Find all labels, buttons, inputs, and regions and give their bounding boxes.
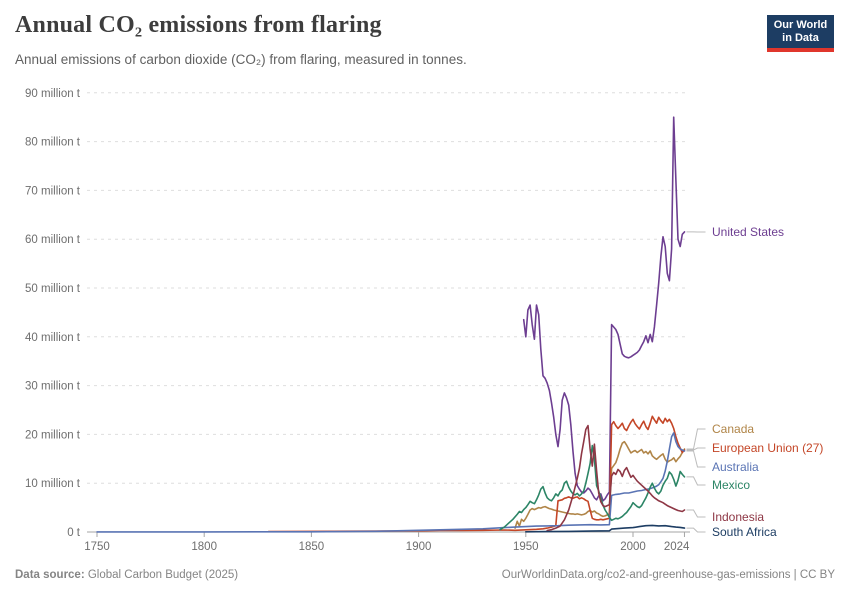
x-axis-label: 1850 (299, 541, 325, 553)
x-axis-label: 1950 (513, 541, 539, 553)
y-axis-label: 90 million t (25, 88, 81, 100)
line-canada[interactable] (514, 440, 686, 529)
y-axis-label: 60 million t (25, 234, 81, 246)
owid-logo: Our World in Data (767, 15, 834, 52)
series-label-canada[interactable]: Canada (712, 422, 754, 436)
label-connector-australia (686, 450, 706, 468)
label-connector-european-union-27 (686, 447, 706, 451)
y-axis-label: 50 million t (25, 283, 81, 295)
line-mexico[interactable] (499, 444, 686, 531)
data-source-label: Data source: (15, 569, 85, 581)
chart-footer: Data source: Global Carbon Budget (2025)… (15, 569, 835, 581)
series-label-mexico[interactable]: Mexico (712, 478, 750, 492)
line-australia[interactable] (96, 432, 686, 533)
y-axis-label: 70 million t (25, 185, 81, 197)
y-axis-label: 10 million t (25, 478, 81, 490)
series-label-european-union-27[interactable]: European Union (27) (712, 441, 823, 455)
x-axis-label: 1750 (84, 541, 110, 553)
y-axis-label: 0 t (67, 527, 81, 539)
data-source: Data source: Global Carbon Budget (2025) (15, 569, 238, 581)
y-axis-label: 30 million t (25, 381, 81, 393)
label-connector-mexico (686, 476, 706, 486)
x-axis-label: 1800 (191, 541, 217, 553)
line-european-union-27[interactable] (267, 415, 686, 533)
label-connector-indonesia (686, 509, 706, 518)
credit-link[interactable]: OurWorldinData.org/co2-and-greenhouse-ga… (501, 569, 835, 581)
series-label-indonesia[interactable]: Indonesia (712, 510, 764, 524)
chart-subtitle: Annual emissions of carbon dioxide (CO₂)… (15, 52, 467, 67)
chart-title: Annual CO₂ emissions from flaring (15, 12, 382, 38)
series-label-australia[interactable]: Australia (712, 460, 759, 474)
line-united-states[interactable] (522, 116, 686, 502)
y-axis-label: 40 million t (25, 332, 81, 344)
series-label-south-africa[interactable]: South Africa (712, 525, 777, 539)
line-indonesia[interactable] (546, 424, 686, 532)
y-axis-label: 80 million t (25, 137, 81, 149)
owid-logo-line2: in Data (782, 31, 819, 44)
x-axis-label: 1900 (406, 541, 432, 553)
line-south-africa[interactable] (524, 524, 686, 533)
label-connector-south-africa (686, 527, 706, 533)
label-connector-canada (686, 428, 706, 450)
series-label-united-states[interactable]: United States (712, 225, 784, 239)
x-axis-label: 2000 (620, 541, 646, 553)
owid-logo-line1: Our World (773, 18, 828, 31)
y-axis-label: 20 million t (25, 429, 81, 441)
data-source-text: Global Carbon Budget (2025) (84, 569, 239, 581)
x-axis-label: 2024 (664, 541, 690, 553)
